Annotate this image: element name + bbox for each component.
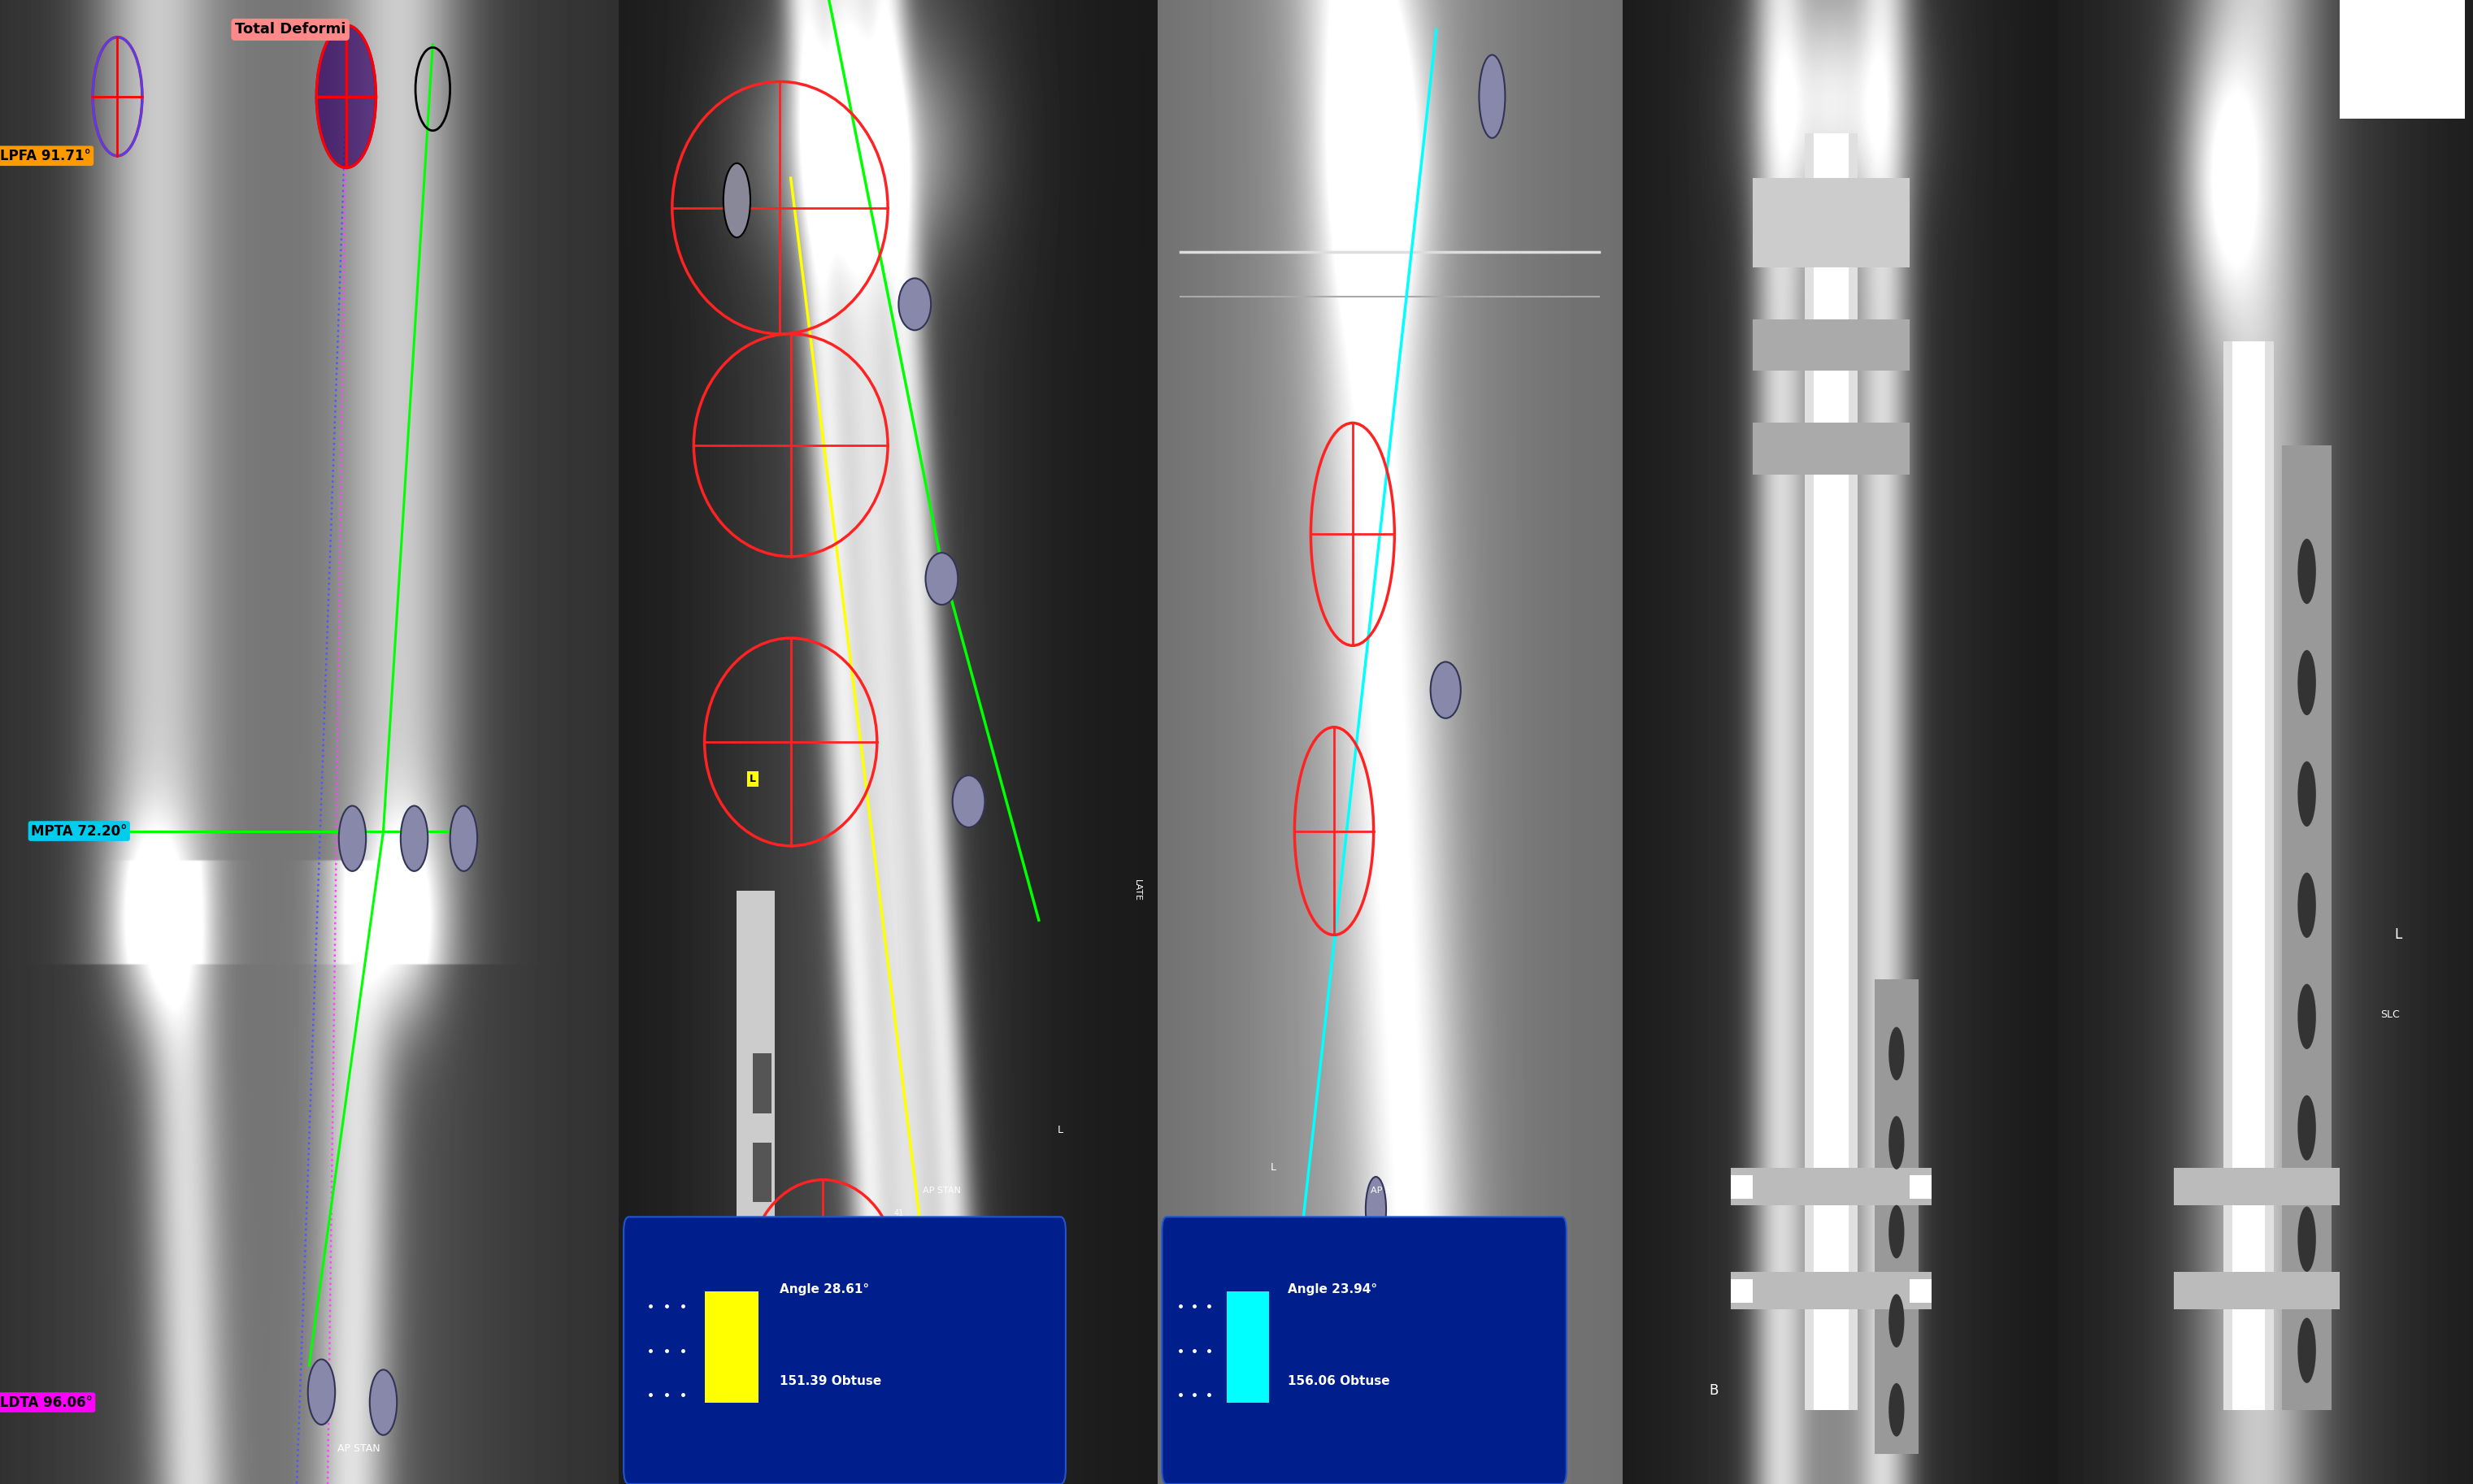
Text: Angle 28.61°: Angle 28.61° xyxy=(779,1284,870,1296)
Circle shape xyxy=(2297,650,2315,715)
FancyBboxPatch shape xyxy=(1162,1217,1565,1484)
Bar xyxy=(1805,134,1857,1410)
Circle shape xyxy=(1889,1116,1904,1169)
Text: AP STAN: AP STAN xyxy=(922,1187,962,1195)
Text: SLC: SLC xyxy=(2379,1009,2399,1020)
Bar xyxy=(2233,341,2265,1410)
Bar xyxy=(2174,1272,2339,1309)
Bar xyxy=(2339,0,2466,119)
Text: 156.06 Obtuse: 156.06 Obtuse xyxy=(1288,1376,1390,1388)
Bar xyxy=(1753,319,1909,371)
Circle shape xyxy=(339,806,366,871)
Text: LATE: LATE xyxy=(1133,880,1140,901)
Bar xyxy=(2174,1168,2339,1205)
Text: AP STAN: AP STAN xyxy=(336,1444,381,1454)
Circle shape xyxy=(2297,873,2315,938)
Bar xyxy=(1753,178,1909,267)
Text: Total Deformi: Total Deformi xyxy=(235,22,346,37)
Bar xyxy=(1813,134,1850,1410)
Text: MPTA 72.20°: MPTA 72.20° xyxy=(30,824,126,838)
Text: Angle 23.94°: Angle 23.94° xyxy=(1288,1284,1377,1296)
Circle shape xyxy=(1889,1205,1904,1258)
Circle shape xyxy=(317,25,376,168)
Bar xyxy=(737,890,774,1217)
Ellipse shape xyxy=(1429,662,1462,718)
Text: L: L xyxy=(749,773,757,785)
Circle shape xyxy=(450,806,477,871)
Circle shape xyxy=(2297,1206,2315,1272)
Bar xyxy=(1731,1279,1753,1303)
Bar xyxy=(1731,1168,1931,1205)
Ellipse shape xyxy=(898,279,930,329)
Bar xyxy=(2283,445,2332,1410)
Text: AP STAN: AP STAN xyxy=(1370,1187,1410,1195)
Bar xyxy=(752,1054,772,1113)
Ellipse shape xyxy=(925,554,957,605)
Circle shape xyxy=(371,1370,396,1435)
Text: 151.39 Obtuse: 151.39 Obtuse xyxy=(779,1376,883,1388)
Circle shape xyxy=(401,806,428,871)
Text: B: B xyxy=(1709,1383,1719,1398)
Text: L: L xyxy=(2394,928,2401,942)
Circle shape xyxy=(1889,1383,1904,1437)
Bar xyxy=(1753,423,1909,475)
Circle shape xyxy=(1479,55,1506,138)
Ellipse shape xyxy=(952,775,984,828)
Circle shape xyxy=(725,163,749,237)
Bar xyxy=(1909,1279,1931,1303)
Bar xyxy=(752,1143,772,1202)
FancyBboxPatch shape xyxy=(623,1217,1066,1484)
Text: 41: 41 xyxy=(893,1209,903,1217)
Circle shape xyxy=(875,1432,900,1484)
Bar xyxy=(1227,1291,1269,1402)
Circle shape xyxy=(1889,1027,1904,1080)
Bar xyxy=(1909,1175,1931,1199)
Bar xyxy=(1731,1175,1753,1199)
Text: LDTA 96.06°: LDTA 96.06° xyxy=(0,1395,92,1410)
Text: L: L xyxy=(1271,1162,1276,1172)
Circle shape xyxy=(1365,1177,1385,1242)
Bar xyxy=(1731,1272,1931,1309)
Circle shape xyxy=(2297,1318,2315,1383)
Circle shape xyxy=(2297,761,2315,827)
Bar xyxy=(2223,341,2273,1410)
Circle shape xyxy=(2297,539,2315,604)
Circle shape xyxy=(2297,1095,2315,1160)
Circle shape xyxy=(1889,1294,1904,1347)
Text: L: L xyxy=(1058,1125,1063,1135)
Text: LPFA 91.71°: LPFA 91.71° xyxy=(0,148,92,163)
Bar xyxy=(1875,979,1919,1454)
Bar xyxy=(705,1291,759,1402)
Circle shape xyxy=(2297,984,2315,1049)
Circle shape xyxy=(309,1359,336,1425)
